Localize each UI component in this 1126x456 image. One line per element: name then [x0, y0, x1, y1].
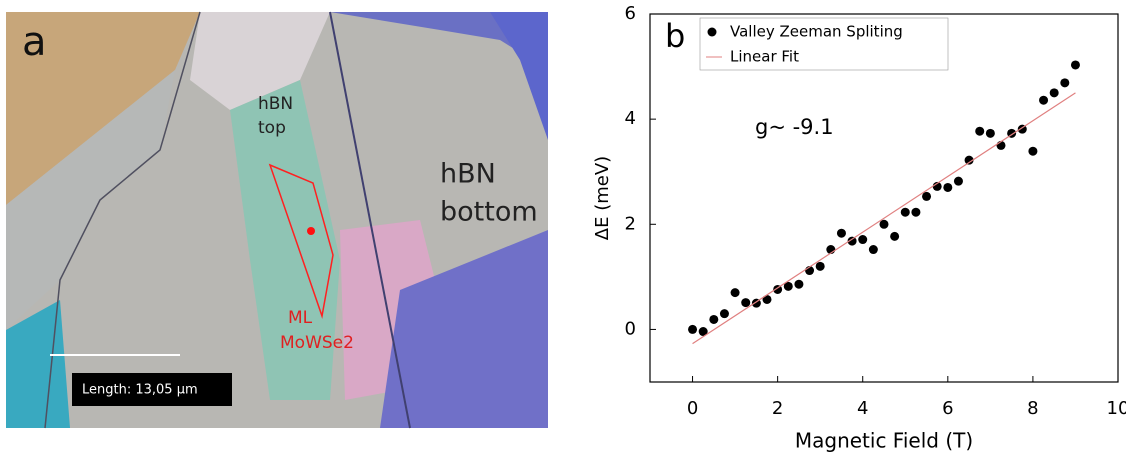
data-point — [709, 314, 719, 324]
x-tick-label: 4 — [857, 398, 868, 419]
data-point — [762, 294, 772, 304]
data-point — [890, 231, 900, 241]
data-point — [783, 281, 793, 291]
y-axis-label: ΔE (meV) — [592, 156, 613, 240]
data-point — [858, 235, 868, 245]
sample-label: MoWSe2 — [280, 333, 354, 353]
data-point — [1039, 95, 1049, 105]
x-tick-label: 6 — [942, 398, 953, 419]
data-point — [719, 309, 729, 319]
fit-line — [692, 92, 1076, 345]
data-point — [815, 261, 825, 271]
data-point — [943, 182, 953, 192]
hbn-bottom-label: bottom — [440, 197, 538, 228]
data-point — [953, 176, 963, 186]
data-point — [1049, 88, 1059, 98]
data-point — [1070, 60, 1080, 70]
plot-frame — [649, 13, 1119, 383]
data-point — [773, 284, 783, 294]
data-point — [1028, 146, 1038, 156]
data-point — [698, 327, 708, 337]
data-point — [868, 245, 878, 255]
data-point — [688, 324, 698, 334]
hbn-top-label: top — [258, 118, 286, 138]
x-tick-label: 2 — [772, 398, 783, 419]
scale-bar-label: Length: 13,05 µm — [82, 383, 198, 398]
data-point — [900, 207, 910, 217]
x-tick-label: 10 — [1107, 398, 1126, 419]
legend-box — [699, 17, 949, 71]
hbn-bottom-label: hBN — [440, 159, 496, 190]
legend-label: Valley Zeeman Spliting — [730, 23, 903, 41]
y-tick-label: 2 — [625, 213, 636, 234]
hbn-top-label: hBN — [258, 94, 293, 114]
data-point — [794, 279, 804, 289]
legend-label: Linear Fit — [730, 48, 799, 66]
data-point — [922, 191, 932, 201]
x-axis-label: Magnetic Field (T) — [795, 429, 973, 453]
legend-swatch — [707, 27, 717, 37]
x-tick-label: 0 — [687, 398, 698, 419]
micrograph — [6, 11, 548, 429]
data-point — [836, 228, 846, 238]
data-point — [879, 219, 889, 229]
panel-label: a — [22, 19, 47, 65]
data-point — [911, 207, 921, 217]
data-point — [730, 288, 740, 298]
data-point — [975, 126, 985, 136]
data-point — [985, 128, 995, 138]
x-tick-label: 8 — [1027, 398, 1038, 419]
y-tick-label: 6 — [625, 3, 636, 24]
panel-label: b — [665, 17, 685, 55]
data-point — [741, 298, 751, 308]
data-point — [847, 236, 857, 246]
data-point — [1060, 78, 1070, 88]
data-point — [964, 155, 974, 165]
y-tick-label: 0 — [625, 318, 636, 339]
annotation: g~ -9.1 — [755, 115, 834, 139]
sample-label: ML — [288, 308, 313, 328]
y-tick-label: 4 — [625, 108, 636, 129]
